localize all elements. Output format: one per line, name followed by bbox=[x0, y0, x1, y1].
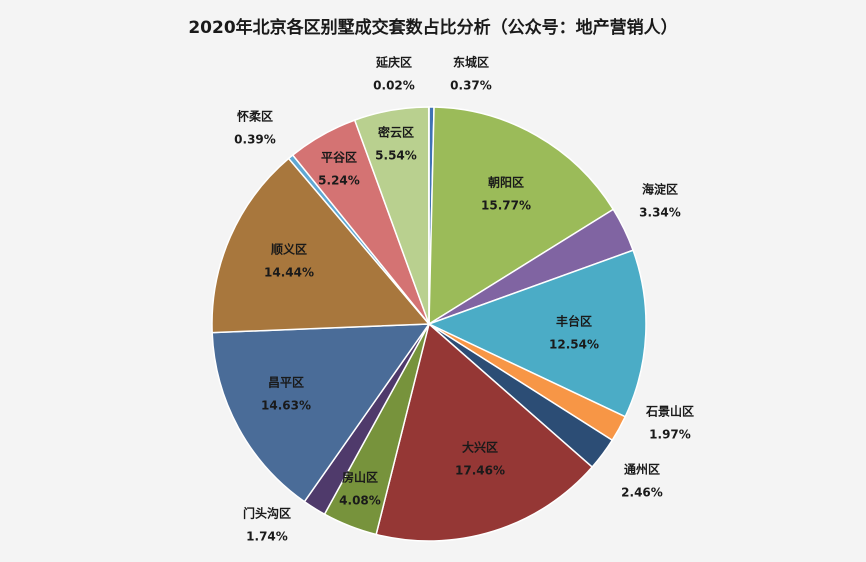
slice-label: 延庆区 bbox=[375, 55, 412, 70]
pie-slice bbox=[428, 106, 615, 326]
slice-label: 怀柔区 bbox=[237, 109, 273, 124]
slice-value-label: 0.39% bbox=[234, 133, 276, 147]
slice-value-label: 12.54% bbox=[549, 338, 599, 352]
pie-slice bbox=[211, 323, 431, 503]
slice-value-label: 0.02% bbox=[373, 79, 415, 93]
slice-value-label: 4.08% bbox=[339, 494, 381, 508]
pie-slice bbox=[211, 157, 431, 334]
slice-label: 密云区 bbox=[378, 125, 414, 140]
slice-value-label: 14.63% bbox=[261, 399, 311, 413]
slice-label: 东城区 bbox=[453, 55, 489, 70]
slice-label: 丰台区 bbox=[556, 314, 592, 329]
slice-value-label: 1.97% bbox=[649, 428, 691, 442]
slice-value-label: 5.54% bbox=[375, 149, 417, 163]
slice-value-label: 5.24% bbox=[318, 174, 360, 188]
slice-value-label: 15.77% bbox=[481, 199, 531, 213]
slice-value-label: 2.46% bbox=[621, 486, 663, 500]
slice-label: 房山区 bbox=[342, 470, 378, 485]
slice-label: 通州区 bbox=[624, 462, 660, 477]
chart-title: 2020年北京各区别墅成交套数占比分析（公众号：地产营销人） bbox=[188, 17, 677, 38]
slice-label: 石景山区 bbox=[645, 404, 694, 419]
pie-slice bbox=[427, 249, 647, 418]
slice-value-label: 17.46% bbox=[455, 464, 505, 478]
slice-value-label: 1.74% bbox=[246, 530, 288, 544]
slice-label: 门头沟区 bbox=[243, 506, 291, 521]
slice-label: 顺义区 bbox=[271, 242, 307, 257]
slice-value-label: 14.44% bbox=[264, 266, 314, 280]
pie-slice bbox=[375, 322, 594, 542]
slice-label: 朝阳区 bbox=[488, 175, 524, 190]
slice-label: 大兴区 bbox=[462, 440, 498, 455]
slice-label: 海淀区 bbox=[642, 182, 678, 197]
slice-value-label: 0.37% bbox=[450, 79, 492, 93]
slice-label: 平谷区 bbox=[321, 150, 357, 165]
slice-label: 昌平区 bbox=[268, 376, 304, 390]
slice-value-label: 3.34% bbox=[639, 206, 681, 220]
